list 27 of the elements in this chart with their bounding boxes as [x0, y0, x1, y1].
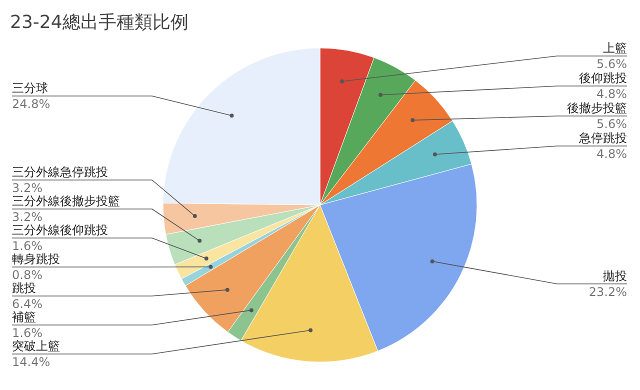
data-label: 0.8%	[12, 268, 42, 282]
data-label: 4.8%	[596, 87, 627, 101]
slice-label: 後撤步投籃	[567, 101, 627, 115]
slice-label: 跳投	[12, 281, 36, 295]
data-label: 14.4%	[12, 355, 50, 369]
data-label: 1.6%	[12, 326, 42, 340]
data-label: 23.2%	[588, 284, 627, 299]
slice-label: 轉身跳投	[12, 252, 60, 266]
data-label: 4.8%	[596, 147, 627, 161]
slice-label: 三分外線後仰跳投	[12, 223, 108, 237]
slice-label: 三分球	[12, 81, 48, 95]
data-label: 24.8%	[12, 97, 50, 111]
slice-label: 拋投	[603, 268, 627, 283]
slice-label: 三分外線後撤步投籃	[12, 194, 120, 208]
slice-label: 急停跳投	[578, 131, 627, 145]
chart-title: 23-24總出手種類比例	[10, 12, 188, 33]
data-label: 3.2%	[12, 210, 42, 224]
slice-label: 三分外線急停跳投	[12, 165, 108, 179]
data-label: 5.6%	[596, 117, 627, 131]
slice-label: 補籃	[12, 310, 36, 324]
data-label: 3.2%	[12, 181, 42, 195]
slice-label: 上籃	[603, 41, 627, 55]
slice-label: 後仰跳投	[579, 71, 627, 85]
data-label: 1.6%	[12, 239, 42, 253]
data-label: 6.4%	[12, 297, 42, 311]
data-label: 5.6%	[596, 57, 627, 71]
slice-label: 突破上籃	[12, 339, 60, 353]
